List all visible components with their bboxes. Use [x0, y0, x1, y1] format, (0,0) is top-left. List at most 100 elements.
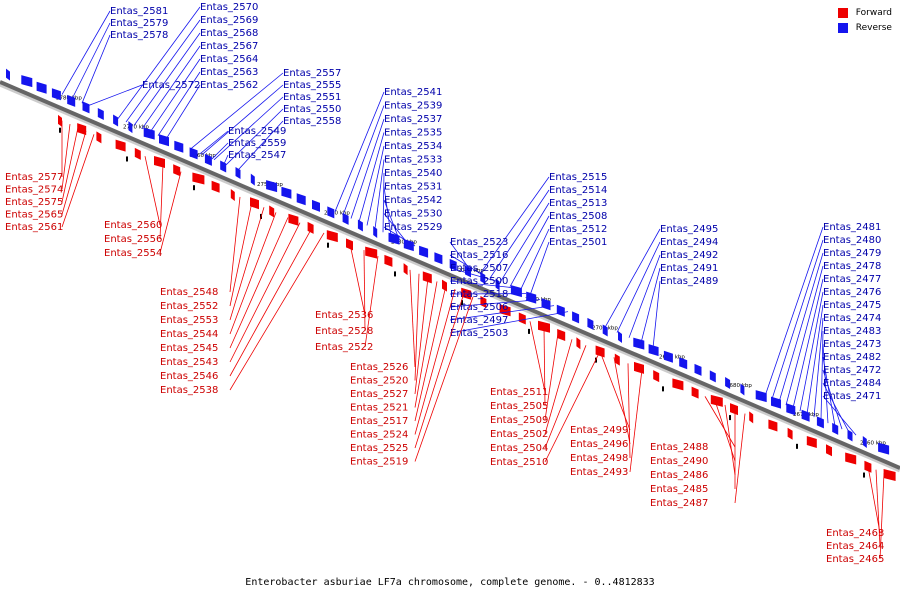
gene-label: Entas_2513	[549, 198, 607, 209]
forward-gene-block	[806, 436, 817, 449]
reverse-leader-line	[382, 172, 385, 233]
reverse-leader-line	[640, 267, 661, 344]
forward-leader-line	[879, 473, 885, 560]
reverse-leader-line	[449, 254, 485, 276]
gene-label: Entas_2498	[570, 453, 628, 464]
gene-label: Entas_2479	[823, 248, 881, 259]
gene-label: Entas_2563	[200, 67, 258, 78]
gene-label: Entas_2542	[384, 195, 442, 206]
gene-label: Entas_2527	[350, 389, 408, 400]
forward-leader-line	[229, 232, 325, 391]
gene-label: Entas_2519	[350, 457, 408, 468]
reverse-leader-line	[822, 356, 836, 427]
reverse-leader-line	[358, 132, 385, 223]
forward-leader-line	[229, 227, 313, 377]
reverse-gene-block	[740, 383, 745, 396]
reverse-leader-line	[141, 45, 201, 130]
reverse-gene-block	[434, 252, 443, 265]
gene-label: Entas_2540	[384, 168, 442, 179]
reverse-gene-block	[587, 317, 594, 330]
gene-label: Entas_2524	[350, 430, 408, 441]
reverse-leader-line	[199, 130, 229, 155]
gene-label: Entas_2481	[823, 222, 881, 233]
gene-label: Entas_2575	[5, 197, 63, 208]
reverse-leader-line	[813, 317, 824, 418]
gene-label: Entas_2528	[315, 326, 373, 337]
reverse-leader-line	[165, 84, 201, 140]
reverse-gene-block	[250, 173, 255, 186]
gene-label: Entas_2500	[450, 276, 508, 287]
reverse-leader-line	[350, 118, 385, 219]
gene-label: Entas_2536	[315, 310, 373, 321]
gene-label: Entas_2509	[490, 415, 548, 426]
forward-gene-block	[691, 386, 699, 399]
reverse-gene-block	[327, 206, 335, 219]
reverse-gene-block	[6, 68, 10, 81]
forward-gene-block	[576, 337, 581, 350]
gene-label: Entas_2562	[200, 80, 258, 91]
reverse-leader-line	[449, 299, 541, 308]
gene-label: Entas_2554	[104, 248, 162, 259]
reverse-gene-block	[143, 127, 155, 140]
reverse-leader-line	[117, 6, 201, 119]
gene-label: Entas_2548	[160, 287, 218, 298]
gene-label: Entas_2560	[104, 220, 162, 231]
reverse-gene-block	[67, 94, 76, 107]
gene-label: Entas_2531	[384, 182, 442, 193]
reverse-leader-line	[71, 22, 111, 100]
reverse-leader-line	[201, 84, 284, 155]
gene-label: Entas_2579	[110, 18, 168, 29]
reverse-leader-line	[133, 32, 201, 126]
genome-axis-line	[0, 80, 900, 470]
reverse-leader-line	[366, 145, 385, 226]
reverse-leader-line	[822, 395, 857, 436]
gene-label: Entas_2465	[826, 554, 884, 565]
forward-gene-block	[442, 279, 447, 292]
forward-swatch	[837, 8, 848, 18]
forward-gene-block	[288, 213, 299, 226]
scale-label: 2720 kbp	[458, 268, 484, 274]
gene-label: Entas_2497	[450, 315, 508, 326]
reverse-gene-block	[235, 167, 241, 180]
reverse-gene-block	[97, 107, 104, 120]
reverse-gene-block	[449, 258, 457, 271]
gene-label: Entas_2551	[283, 92, 341, 103]
gene-label: Entas_2504	[490, 443, 548, 454]
gene-label: Entas_2525	[350, 443, 408, 454]
forward-gene-block	[557, 328, 566, 341]
reverse-leader-line	[479, 176, 550, 275]
reverse-leader-line	[383, 226, 416, 247]
gene-features	[6, 68, 896, 481]
forward-leader-line	[229, 207, 265, 321]
forward-leader-line	[414, 273, 420, 381]
gene-label: Entas_2558	[283, 116, 341, 127]
forward-gene-block	[211, 180, 220, 193]
forward-leader-line	[229, 196, 241, 293]
reverse-leader-line	[499, 202, 550, 283]
reverse-gene-block	[862, 436, 867, 449]
gene-label: Entas_2557	[283, 68, 341, 79]
gene-label: Entas_2480	[823, 235, 881, 246]
legend-reverse: Reverse	[837, 23, 892, 33]
gene-label: Entas_2499	[570, 425, 628, 436]
forward-gene-block	[269, 205, 275, 218]
forward-gene-block	[845, 452, 857, 465]
reverse-gene-block	[36, 81, 47, 94]
forward-gene-block	[653, 370, 660, 383]
reverse-leader-line	[489, 189, 550, 279]
reverse-leader-line	[213, 96, 284, 161]
reverse-gene-block	[204, 153, 212, 166]
gene-label: Entas_2476	[823, 287, 881, 298]
forward-gene-block	[730, 403, 738, 416]
scale-tick	[729, 415, 731, 421]
forward-leader-line	[61, 130, 87, 215]
gene-label: Entas_2493	[570, 467, 628, 478]
forward-gene-block	[77, 123, 87, 136]
forward-gene-block	[634, 361, 644, 374]
reverse-leader-line	[449, 267, 499, 282]
forward-gene-block	[480, 296, 487, 309]
forward-gene-block	[768, 419, 778, 432]
scale-label: 2740 kbp	[324, 211, 350, 217]
reverse-gene-block	[832, 422, 839, 435]
scale-tick	[327, 242, 329, 248]
